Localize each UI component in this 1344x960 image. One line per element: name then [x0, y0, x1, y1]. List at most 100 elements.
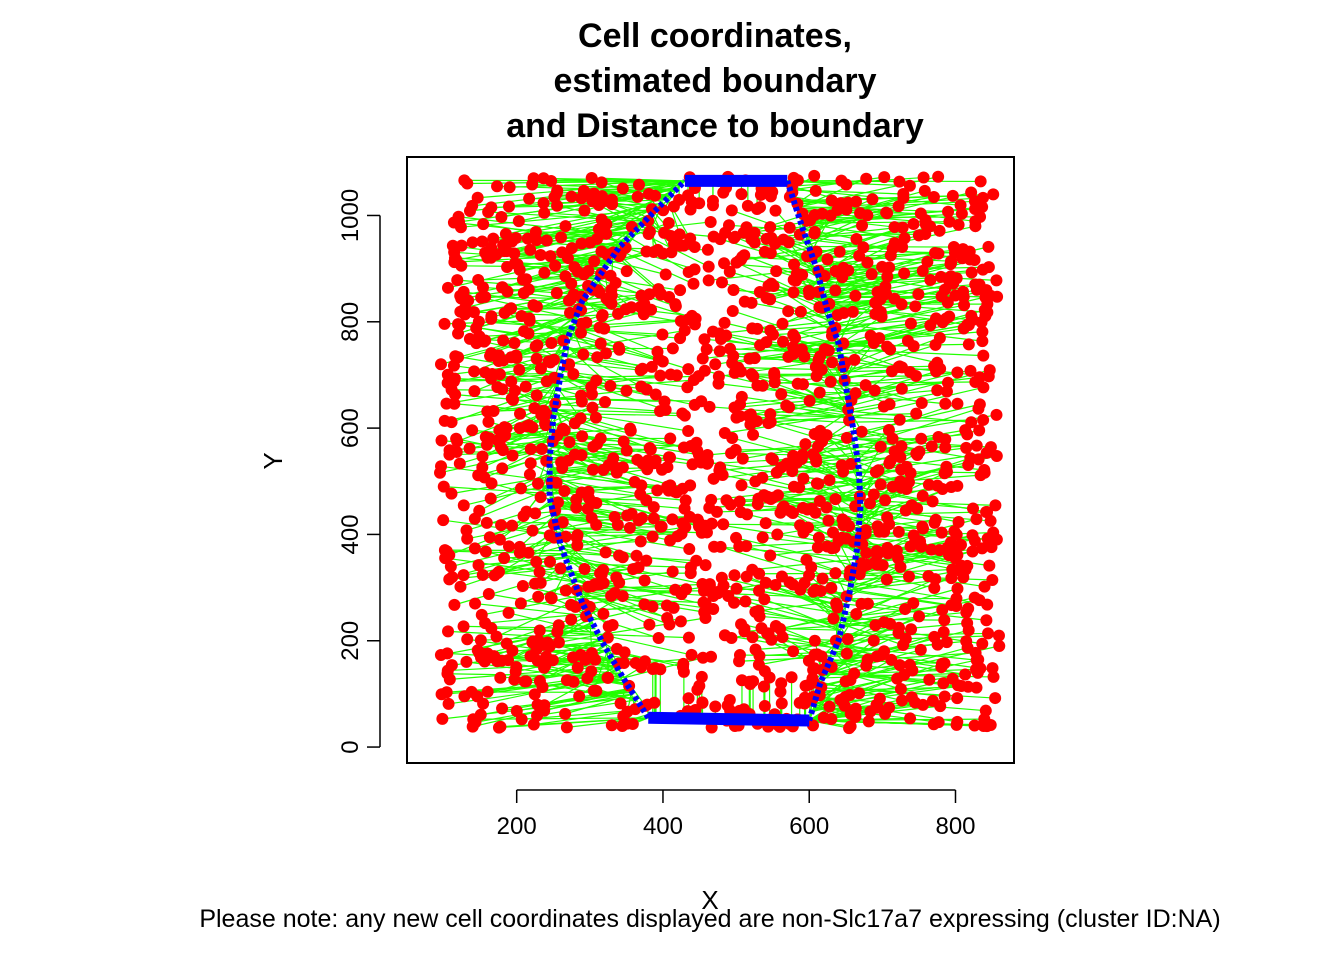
cell-point: [951, 397, 964, 410]
distance-line: [497, 562, 568, 574]
cell-point: [934, 700, 947, 713]
cell-point: [873, 525, 886, 538]
cell-point: [556, 422, 569, 435]
cell-point: [600, 218, 613, 231]
cell-point: [583, 492, 596, 505]
y-tick-label: 800: [337, 302, 364, 342]
cell-point: [912, 229, 925, 242]
cell-point: [885, 365, 898, 378]
cell-point: [717, 186, 730, 199]
distance-line: [543, 177, 681, 187]
distance-line: [576, 588, 650, 626]
cell-point: [797, 378, 810, 391]
cell-point: [477, 218, 490, 231]
cell-point: [878, 171, 891, 184]
cell-point: [879, 494, 892, 507]
cell-point: [585, 511, 598, 524]
cell-point: [775, 697, 788, 710]
y-tick-label: 0: [337, 740, 364, 753]
cell-point: [873, 332, 886, 345]
cell-point: [437, 514, 450, 527]
cell-point: [435, 688, 448, 701]
cell-point: [950, 718, 963, 731]
cell-point: [560, 674, 573, 687]
cell-point: [707, 603, 720, 616]
cell-point: [935, 657, 948, 670]
cell-point: [801, 250, 814, 263]
cell-point: [699, 519, 712, 532]
distance-line: [839, 315, 986, 351]
cell-point: [682, 363, 695, 376]
x-axis-label: X: [701, 885, 718, 915]
cell-point: [848, 353, 861, 366]
cell-point: [993, 639, 1006, 652]
cell-point: [695, 670, 708, 683]
cell-point: [725, 447, 738, 460]
cell-point: [796, 448, 809, 461]
cell-point: [842, 264, 855, 277]
cell-point: [840, 203, 853, 216]
cell-point: [862, 715, 875, 728]
distance-line: [818, 277, 878, 293]
cell-point: [548, 191, 561, 204]
cell-point: [682, 424, 695, 437]
cell-point: [760, 336, 773, 349]
cell-point: [677, 441, 690, 454]
cell-point: [750, 415, 763, 428]
cell-point: [946, 189, 959, 202]
cell-point: [484, 651, 497, 664]
cell-point: [680, 583, 693, 596]
cell-point: [480, 438, 493, 451]
cell-point: [580, 316, 593, 329]
cell-point: [471, 191, 484, 204]
cell-point: [899, 504, 912, 517]
cell-point: [978, 466, 991, 479]
cell-point: [825, 713, 838, 726]
distance-line: [837, 643, 885, 652]
cell-point: [502, 540, 515, 553]
cell-point: [602, 620, 615, 633]
cell-point: [648, 457, 661, 470]
cell-point: [590, 578, 603, 591]
distance-line: [852, 419, 984, 423]
cell-point: [595, 176, 608, 189]
distance-line: [843, 344, 936, 375]
cell-point: [700, 343, 713, 356]
y-tick-label: 400: [337, 514, 364, 554]
cell-point: [613, 250, 626, 263]
cell-point: [479, 290, 492, 303]
distance-line: [717, 592, 849, 600]
cell-point: [533, 674, 546, 687]
cell-point: [569, 600, 582, 613]
cell-point: [687, 277, 700, 290]
cell-point: [505, 302, 518, 315]
cell-point: [880, 288, 893, 301]
cell-point: [816, 572, 829, 585]
boundary-left-side: [546, 178, 688, 720]
cell-point: [638, 598, 651, 611]
distance-line: [770, 325, 833, 332]
distance-line: [849, 369, 990, 407]
cell-point: [798, 350, 811, 363]
cell-point: [474, 634, 487, 647]
cell-point: [605, 589, 618, 602]
cell-point: [786, 465, 799, 478]
cell-point: [932, 247, 945, 260]
cell-point: [969, 220, 982, 233]
cell-point: [717, 579, 730, 592]
cell-point: [514, 407, 527, 420]
cell-point: [944, 536, 957, 549]
cell-point: [829, 284, 842, 297]
cell-point: [940, 312, 953, 325]
cell-point: [578, 204, 591, 217]
cell-point: [797, 472, 810, 485]
cell-point: [922, 570, 935, 583]
cell-point: [605, 193, 618, 206]
cell-point: [718, 316, 731, 329]
distance-line: [849, 390, 948, 411]
cell-point: [571, 528, 584, 541]
cell-point: [526, 178, 539, 191]
cell-point: [759, 576, 772, 589]
cell-point: [977, 413, 990, 426]
cell-point: [916, 522, 929, 535]
